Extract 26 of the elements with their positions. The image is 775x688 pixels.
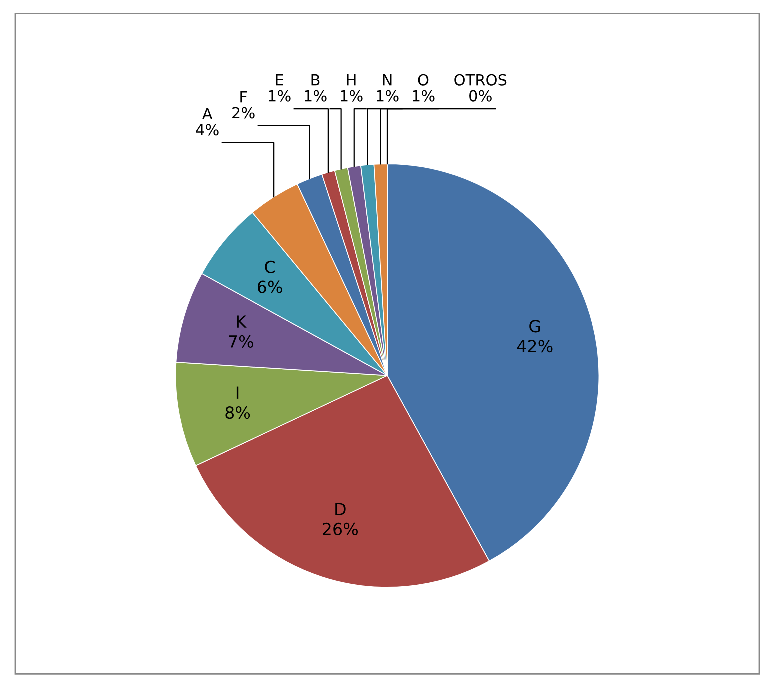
data-label: 42% [517,340,553,353]
data-label: 1% [341,90,363,102]
data-label: 1% [269,90,291,102]
slice-label: N [383,74,392,86]
data-label: 8% [226,406,250,420]
slice-label: H [347,74,356,86]
text: 0% [470,90,492,102]
slice-label: A [202,108,213,120]
category-label: OTROS [454,74,507,86]
data-label: 26% [323,522,358,536]
data-label: 1% [305,90,327,102]
slice-label: E [276,74,284,86]
slice-label: O [418,74,429,86]
slice-label: C [265,260,275,274]
data-label: 2% [232,107,255,119]
data-label: 1% [377,90,399,102]
slice-label: B [312,74,320,86]
slice-label: G [530,320,540,333]
data-label: 1% [413,90,435,102]
data-label: 6% [258,280,282,294]
data-label: 4% [196,124,219,136]
slice-label: F [240,91,248,103]
slice-label: D [336,503,346,516]
slice-label: K [237,316,247,328]
slice-label: I [236,386,239,399]
data-label: 7% [229,335,254,348]
